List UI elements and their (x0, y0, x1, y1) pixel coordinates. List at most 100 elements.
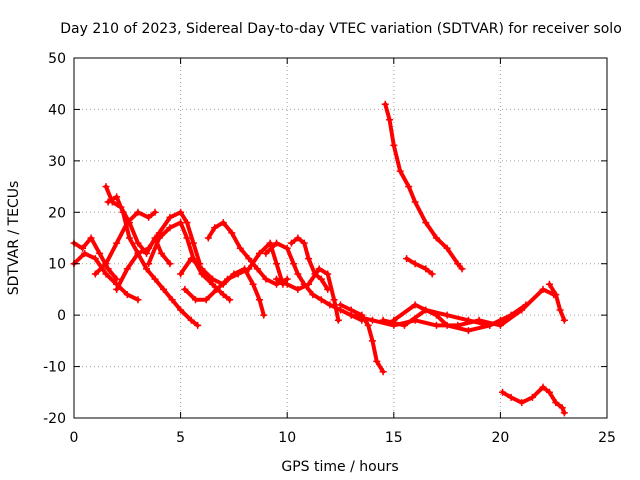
data-point-marker (454, 260, 462, 268)
data-point-marker (539, 383, 547, 391)
data-point-marker (255, 296, 263, 304)
data-point-marker (189, 239, 197, 247)
series-line (404, 256, 435, 276)
data-point-marker (166, 260, 174, 268)
data-point-marker (273, 239, 281, 247)
data-point-marker (458, 265, 466, 273)
data-point-marker (134, 296, 142, 304)
data-point-marker (464, 316, 472, 324)
data-point-marker (324, 270, 332, 278)
data-point-marker (134, 208, 142, 216)
data-point-marker (287, 239, 295, 247)
data-point-marker (177, 306, 185, 314)
grid (74, 58, 607, 418)
data-point-marker (334, 316, 342, 324)
x-tick-label: 10 (278, 430, 296, 446)
series-line (263, 241, 364, 323)
data-series-arc-13 (273, 265, 342, 324)
x-tick-label: 25 (598, 430, 616, 446)
data-point-marker (134, 239, 142, 247)
data-point-marker (151, 275, 159, 283)
data-point-marker (102, 260, 110, 268)
data-point-marker (317, 296, 325, 304)
data-point-marker (245, 255, 253, 263)
data-point-marker (183, 219, 191, 227)
data-point-marker (194, 321, 202, 329)
data-series-arc-16 (403, 255, 436, 278)
x-tick-label: 5 (176, 430, 185, 446)
x-tick-label: 15 (385, 430, 403, 446)
data-point-marker (560, 409, 568, 417)
data-point-marker (290, 260, 298, 268)
data-point-marker (253, 265, 261, 273)
data-point-marker (166, 224, 174, 232)
data-point-marker (125, 234, 133, 242)
y-tick-label: 10 (48, 257, 66, 273)
data-point-marker (91, 255, 99, 263)
data-point-marker (545, 280, 553, 288)
series-line (206, 220, 290, 287)
data-point-marker (113, 239, 121, 247)
data-point-marker (464, 327, 472, 335)
y-axis-label: SDTVAR / TECUs (6, 181, 22, 296)
data-point-marker (157, 249, 165, 257)
data-point-marker (405, 183, 413, 191)
data-point-marker (486, 321, 494, 329)
series-line (547, 282, 567, 323)
data-point-marker (443, 311, 451, 319)
data-point-marker (177, 208, 185, 216)
data-point-marker (300, 239, 308, 247)
data-point-marker (337, 301, 344, 309)
data-point-marker (262, 275, 270, 283)
data-point-marker (192, 296, 200, 304)
data-point-marker (273, 260, 281, 268)
data-point-marker (91, 270, 99, 278)
data-series-arc-14 (337, 301, 387, 376)
data-series-group (70, 100, 568, 417)
data-point-marker (123, 265, 131, 273)
data-point-marker (364, 321, 372, 329)
data-point-marker (209, 275, 217, 283)
data-point-marker (145, 260, 153, 268)
series-line (114, 210, 202, 292)
data-point-marker (305, 280, 313, 288)
data-point-marker (79, 244, 87, 252)
data-point-marker (432, 311, 440, 319)
data-point-marker (386, 116, 394, 124)
data-point-marker (96, 249, 104, 257)
data-point-marker (145, 244, 153, 252)
data-point-marker (166, 213, 174, 221)
data-point-marker (142, 265, 150, 273)
data-point-marker (507, 311, 515, 319)
data-point-marker (104, 265, 112, 273)
data-series-arc-1 (70, 249, 142, 304)
data-point-marker (400, 321, 408, 329)
series-line (274, 266, 341, 323)
data-point-marker (518, 399, 526, 407)
x-tick-label: 0 (70, 430, 79, 446)
data-point-marker (422, 219, 430, 227)
data-point-marker (177, 270, 185, 278)
data-series-arc-4 (104, 193, 202, 329)
data-point-marker (507, 393, 515, 401)
data-series-arc-17 (347, 285, 558, 329)
data-point-marker (211, 224, 219, 232)
data-point-marker (411, 198, 419, 206)
data-point-marker (294, 234, 302, 242)
data-point-marker (181, 285, 189, 293)
y-tick-label: 40 (48, 102, 66, 118)
data-point-marker (213, 285, 221, 293)
y-tick-label: 30 (48, 154, 66, 170)
data-point-marker (123, 219, 131, 227)
data-point-marker (226, 296, 234, 304)
data-point-marker (560, 316, 568, 324)
data-point-marker (317, 275, 325, 283)
data-series-arc-8 (204, 219, 291, 288)
data-series-arc-20 (545, 280, 568, 324)
axis-ticks: 0 5 10 15 20 25 -20 -10 0 10 20 30 40 50 (43, 51, 616, 446)
data-point-marker (168, 296, 176, 304)
data-point-marker (545, 388, 553, 396)
data-point-marker (187, 316, 195, 324)
data-point-marker (102, 183, 110, 191)
data-point-marker (496, 316, 504, 324)
